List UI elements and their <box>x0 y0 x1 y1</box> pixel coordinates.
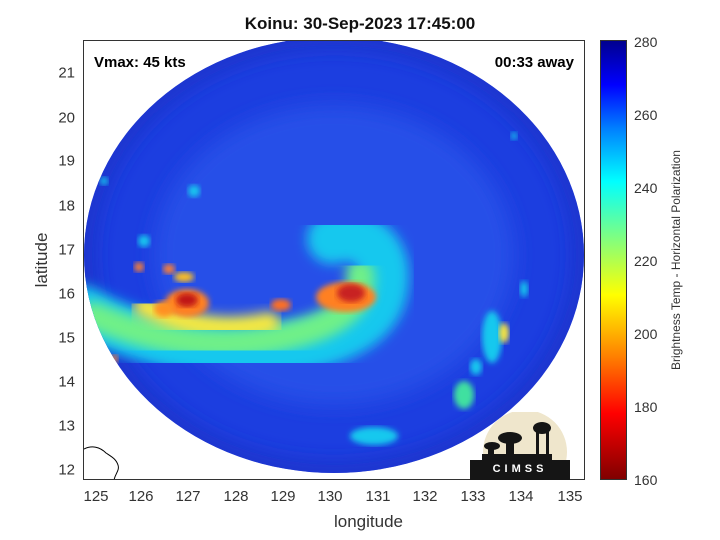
y-tick: 14 <box>58 373 75 391</box>
y-tick: 17 <box>58 241 75 259</box>
time-away-label: 00:33 away <box>494 54 574 71</box>
colorbar-tick: 220 <box>634 253 658 269</box>
colorbar-tick: 200 <box>634 326 658 342</box>
x-tick: 133 <box>460 488 486 505</box>
y-tick: 20 <box>58 109 75 127</box>
y-tick: 19 <box>58 152 75 170</box>
x-tick: 131 <box>365 488 391 505</box>
colorbar <box>600 40 627 480</box>
x-tick: 132 <box>412 488 438 505</box>
cimss-logo-graphic <box>470 410 570 494</box>
coastline <box>84 446 119 479</box>
y-tick: 15 <box>58 329 75 347</box>
y-tick: 13 <box>58 417 75 435</box>
x-tick: 129 <box>270 488 296 505</box>
colorbar-tick: 260 <box>634 107 658 123</box>
x-tick: 127 <box>175 488 201 505</box>
colorbar-tick: 160 <box>634 472 658 488</box>
y-tick: 16 <box>58 285 75 303</box>
colorbar-tick: 280 <box>634 34 658 50</box>
map-plot-area: Vmax: 45 kts 00:33 away <box>83 40 585 480</box>
x-tick: 125 <box>83 488 109 505</box>
y-axis-label: latitude <box>32 232 51 288</box>
x-tick: 130 <box>317 488 343 505</box>
map-title: Koinu: 30-Sep-2023 17:45:00 <box>244 14 476 33</box>
vmax-label: Vmax: 45 kts <box>94 54 186 71</box>
logo-text: CIMSS <box>492 463 548 475</box>
y-tick: 18 <box>58 197 75 215</box>
x-tick: 128 <box>223 488 249 505</box>
colorbar-tick: 180 <box>634 399 658 415</box>
cimss-logo: CIMSS <box>470 410 570 494</box>
colorbar-label: Brightness Temp - Horizontal Polarizatio… <box>669 150 683 370</box>
x-tick: 126 <box>128 488 154 505</box>
x-tick: 134 <box>508 488 534 505</box>
x-tick: 135 <box>557 488 583 505</box>
brightness-temperature-field <box>84 41 584 479</box>
y-tick: 21 <box>58 64 75 82</box>
colorbar-tick: 240 <box>634 180 658 196</box>
y-tick: 12 <box>58 461 75 479</box>
